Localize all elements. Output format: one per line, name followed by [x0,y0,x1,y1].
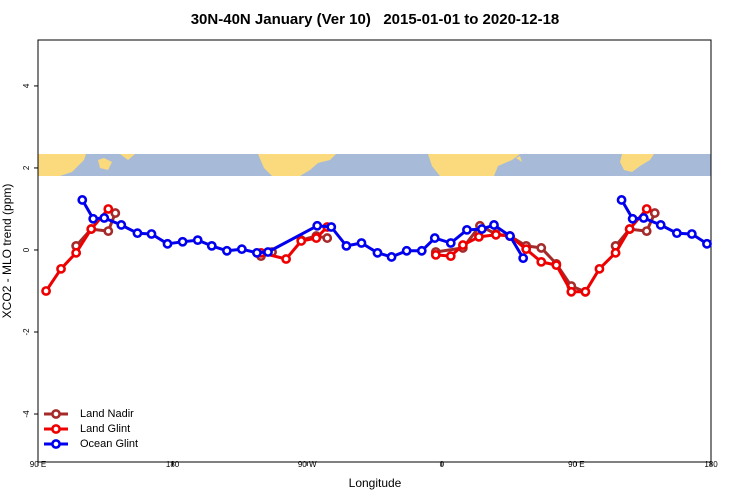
x-tick-label: 90 E [568,460,584,469]
data-point [71,247,82,258]
data-point [116,220,127,230]
legend-marker [51,409,61,419]
y-tick-label: 2 [22,165,31,170]
legend-label: Land Glint [80,423,130,435]
legend: Land Nadir Land Glint Ocean Glint [44,408,138,450]
legend-marker [51,424,61,434]
data-point [489,220,499,230]
data-point [401,245,412,256]
data-point [457,240,468,250]
data-point [641,204,652,214]
legend-marker [51,439,61,449]
x-axis-label: Longitude [349,476,402,490]
data-point [445,251,456,262]
data-point [103,226,114,237]
data-point [311,233,322,243]
data-point [505,231,515,241]
x-tick-label: 0 [440,460,445,469]
data-point [206,240,217,251]
data-point [536,243,547,253]
data-point [132,228,143,239]
x-tick-label: 90 W [298,460,317,469]
data-point [536,256,547,267]
data-point [702,238,712,249]
data-point [594,263,605,274]
data-point [281,254,292,264]
x-tick-label: 180 [166,460,180,469]
chart-title: 30N-40N January (Ver 10) 2015-01-01 to 2… [191,11,560,28]
data-point [322,233,333,243]
data-point [580,286,591,297]
y-tick-label: 0 [22,247,31,252]
data-point [518,253,529,264]
y-tick-label: -2 [22,328,31,336]
x-tick-label: 90 E [30,460,46,469]
data-point [236,244,247,255]
data-point [263,247,273,257]
data-point [341,240,352,251]
data-point [372,247,383,258]
data-point [326,222,337,232]
data-point [445,238,456,248]
legend-label: Ocean Glint [80,438,138,450]
data-point [491,229,501,240]
data-point [638,213,649,223]
data-point [429,233,440,243]
map-band [38,154,711,176]
y-tick-label: -4 [22,410,31,418]
data-point [616,195,627,205]
data-point [88,213,99,224]
data-point [473,231,484,242]
data-point [655,220,666,230]
data-point [252,247,262,258]
data-point [476,224,487,234]
legend-label: Land Nadir [80,408,134,420]
series [41,204,652,297]
plot-frame [37,39,712,463]
data-point [103,204,114,214]
y-axis-label: XCO2 - MLO trend (ppm) [0,184,14,319]
data-point [386,252,397,262]
data-point [356,238,367,248]
data-point [521,244,532,255]
data-point [162,238,173,249]
data-point [551,260,562,271]
data-point [86,224,97,234]
series [77,195,712,264]
data-point [221,245,232,256]
data-point [77,195,88,205]
data-point [41,286,51,296]
data-point [649,208,660,218]
data-point [610,247,621,258]
data-point [312,220,323,231]
data-point [627,213,638,224]
data-point [296,236,307,246]
data-point [99,213,110,223]
y-tick-label: 4 [22,83,31,88]
data-point [146,229,157,239]
data-point [686,229,697,239]
data-point [192,235,203,246]
data-point [624,224,635,234]
data-point [462,224,472,235]
data-point [566,286,577,297]
data-point [110,208,121,218]
data-point [416,245,427,256]
data-point [672,228,682,239]
data-point [641,226,652,237]
data-point [177,236,188,247]
x-tick-label: 180 [704,460,718,469]
data-point [56,263,66,274]
data-point [430,249,441,260]
